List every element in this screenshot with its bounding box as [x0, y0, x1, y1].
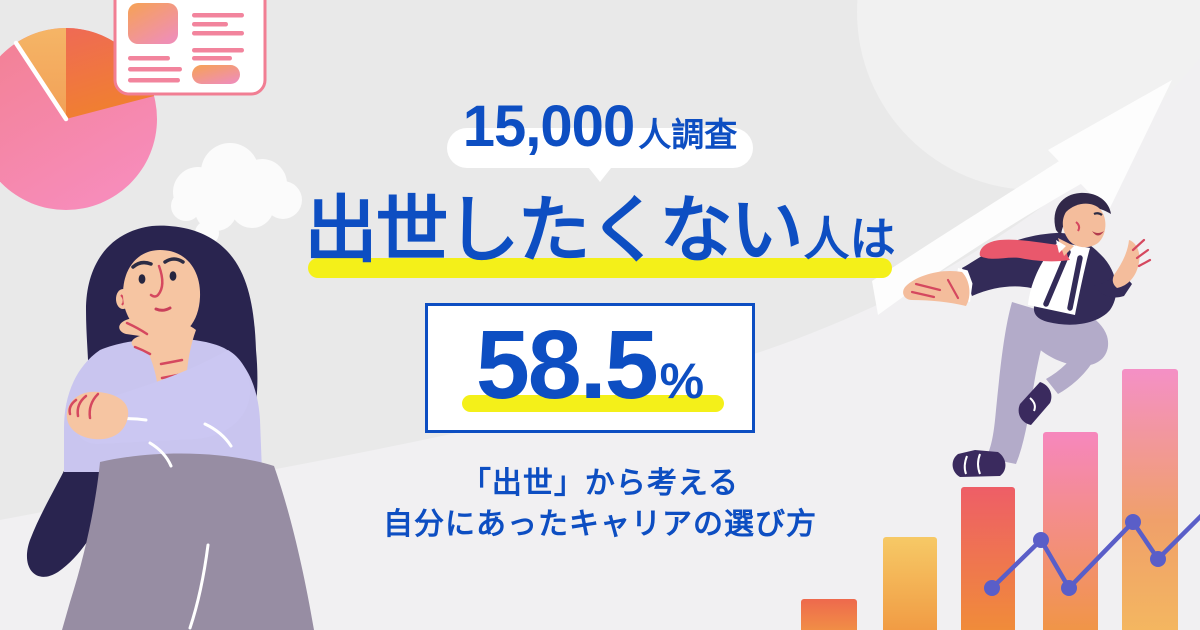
headline-suffix: 人は	[803, 213, 896, 265]
report-document-illustration	[113, 0, 267, 96]
bar-chart-illustration	[801, 369, 1178, 630]
headline: 出世したくない人は	[0, 186, 1200, 296]
running-businessman-illustration	[903, 192, 1152, 477]
subtitle: 「出世」から考える 自分にあったキャリアの選び方	[0, 463, 1200, 545]
woman-skirt	[62, 453, 314, 630]
headline-main: 出世したくない	[304, 190, 804, 271]
man-front-leg	[986, 302, 1052, 464]
stat-highlight	[462, 395, 724, 412]
man-raised-shin	[1046, 346, 1095, 394]
man-tie	[979, 239, 1070, 262]
survey-count-badge	[447, 128, 753, 168]
man-hair	[1054, 192, 1111, 236]
stat-value: 58.5	[475, 310, 659, 419]
badge-tail	[585, 163, 615, 182]
stat-box: 58.5%	[425, 303, 755, 433]
stat-unit: %	[659, 353, 705, 409]
growth-arrow-illustration	[872, 80, 1172, 315]
subtitle-line2: 自分にあったキャリアの選び方	[383, 508, 817, 541]
subtitle-line1: 「出世」から考える	[460, 467, 740, 500]
survey-count-label: 人調査	[638, 116, 738, 153]
line-graph-illustration	[984, 513, 1200, 596]
thinking-woman-illustration	[26, 225, 314, 630]
man-front-hand	[1112, 240, 1140, 288]
headline-highlight	[308, 258, 892, 278]
woman-hand	[66, 391, 129, 440]
thought-cloud-illustration	[171, 143, 302, 259]
survey-count-number: 15,000	[462, 94, 635, 159]
survey-count-text: 15,000 人調査	[0, 97, 1200, 172]
stat-text: 58.5%	[428, 306, 752, 430]
